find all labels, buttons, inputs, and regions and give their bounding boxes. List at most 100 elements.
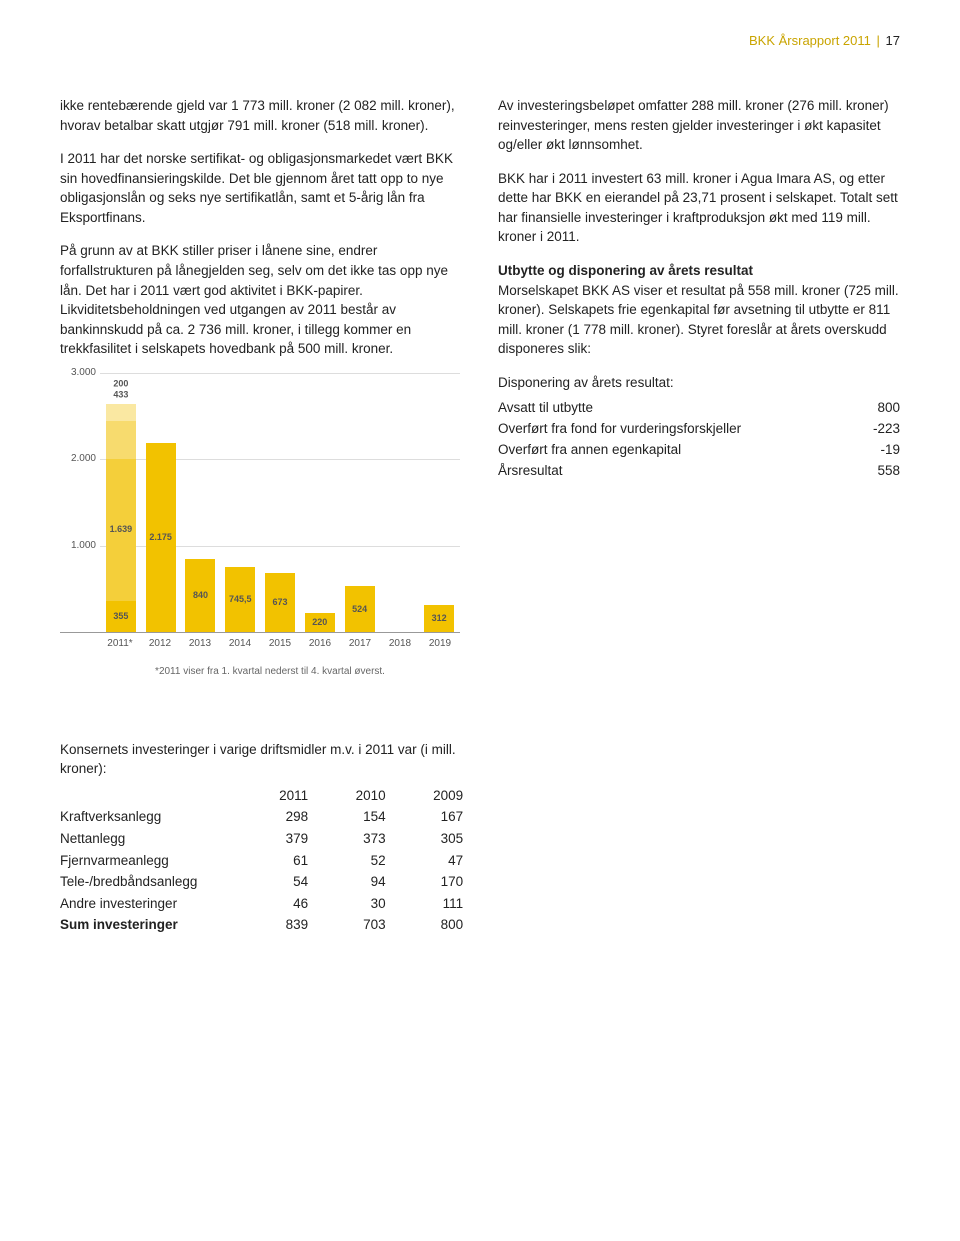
bar-column: 840	[182, 373, 220, 632]
inv-cell: 94	[308, 871, 386, 893]
inv-cell: Andre investeringer	[60, 893, 231, 915]
y-tick: 2.000	[71, 452, 96, 467]
inv-cell: Fjernvarmeanlegg	[60, 850, 231, 872]
chart-bars: 3551.639 200433 2.175 840 745,5 673 220 524 312	[100, 373, 460, 632]
inv-cell: 61	[231, 850, 309, 872]
disposition-row: Overført fra fond for vurderingsforskjel…	[498, 419, 900, 440]
x-label: 2018	[380, 637, 420, 652]
right-p1: Av investeringsbeløpet omfatter 288 mill…	[498, 96, 900, 155]
investments-table: 2011 2010 2009 Kraftverksanlegg298154167…	[60, 785, 463, 936]
bar-stack: 673	[265, 573, 295, 631]
disposition-row: Avsatt til utbytte800	[498, 398, 900, 419]
page-number: 17	[886, 33, 900, 48]
bar-segment: 355	[106, 601, 136, 632]
x-label: 2014	[220, 637, 260, 652]
inv-h3: 2009	[386, 785, 464, 807]
x-label: 2015	[260, 637, 300, 652]
left-p3: På grunn av at BKK stiller priser i låne…	[60, 241, 462, 358]
bar-top-label: 200433	[106, 379, 136, 401]
bar-column	[380, 373, 418, 632]
x-label: 2013	[180, 637, 220, 652]
x-label: 2012	[140, 637, 180, 652]
bar-segment	[106, 421, 136, 459]
inv-cell: 54	[231, 871, 309, 893]
disposition-table: Avsatt til utbytte800Overført fra fond f…	[498, 398, 900, 482]
inv-h0	[60, 785, 231, 807]
inv-cell: 46	[231, 893, 309, 915]
inv-cell: 800	[386, 914, 464, 936]
chart-plot-area: 3.0002.0001.000 3551.6392004332.17584074…	[60, 373, 460, 633]
bar-column: 312	[420, 373, 458, 632]
left-p2: I 2011 har det norske sertifikat- og obl…	[60, 149, 462, 227]
left-column: ikke rentebærende gjeld var 1 773 mill. …	[60, 96, 462, 680]
right-heading: Utbytte og disponering av årets resultat…	[498, 261, 900, 359]
bar-stack: 745,5	[225, 567, 255, 632]
bar-segment: 2.175	[146, 443, 176, 632]
inv-row: Tele-/bredbåndsanlegg5494170	[60, 871, 463, 893]
disp-label: Avsatt til utbytte	[498, 398, 593, 419]
disp-value: -19	[852, 440, 900, 461]
inv-row: Sum investeringer839703800	[60, 914, 463, 936]
inv-cell: 839	[231, 914, 309, 936]
disposition-title: Disponering av årets resultat:	[498, 373, 900, 393]
bar-column: 3551.639 200433	[102, 373, 140, 632]
inv-cell: 167	[386, 806, 464, 828]
inv-cell: 30	[308, 893, 386, 915]
inv-cell: Sum investeringer	[60, 914, 231, 936]
inv-cell: 52	[308, 850, 386, 872]
inv-row: Andre investeringer4630111	[60, 893, 463, 915]
inv-cell: 47	[386, 850, 464, 872]
inv-cell: 111	[386, 893, 464, 915]
disposition-block: Disponering av årets resultat: Avsatt ti…	[498, 373, 900, 482]
chart-x-labels: 2011*20122013201420152016201720182019	[100, 637, 460, 652]
inv-cell: Nettanlegg	[60, 828, 231, 850]
right-column: Av investeringsbeløpet omfatter 288 mill…	[498, 96, 900, 680]
inv-row: Kraftverksanlegg298154167	[60, 806, 463, 828]
bar-segment: 312	[424, 605, 454, 632]
bar-segment: 220	[305, 613, 335, 632]
inv-cell: 373	[308, 828, 386, 850]
inv-cell: 305	[386, 828, 464, 850]
right-p3: Morselskapet BKK AS viser et resultat på…	[498, 283, 899, 357]
investments-section: Konsernets investeringer i varige drifts…	[60, 740, 463, 936]
disp-value: -223	[852, 419, 900, 440]
bar-segment: 524	[345, 586, 375, 631]
bar-column: 673	[261, 373, 299, 632]
disp-label: Overført fra fond for vurderingsforskjel…	[498, 419, 741, 440]
investments-intro: Konsernets investeringer i varige drifts…	[60, 740, 463, 779]
right-p2: BKK har i 2011 investert 63 mill. kroner…	[498, 169, 900, 247]
y-tick: 1.000	[71, 539, 96, 554]
bar-column: 220	[301, 373, 339, 632]
right-heading-text: Utbytte og disponering av årets resultat	[498, 263, 753, 278]
bar-segment	[106, 404, 136, 421]
x-label: 2011*	[100, 637, 140, 652]
chart-footnote: *2011 viser fra 1. kvartal nederst til 4…	[80, 665, 460, 680]
bar-stack: 312	[424, 605, 454, 632]
bar-stack: 840	[185, 559, 215, 632]
bar-segment: 840	[185, 559, 215, 632]
chart-y-axis: 3.0002.0001.000	[60, 373, 100, 632]
x-label: 2019	[420, 637, 460, 652]
bar-stack: 524	[345, 586, 375, 631]
bar-stack: 220	[305, 613, 335, 632]
bar-stack: 2.175	[146, 443, 176, 632]
page-header: BKK Årsrapport 2011 | 17	[749, 32, 900, 51]
disposition-row: Årsresultat 558	[498, 461, 900, 482]
bar-segment: 745,5	[225, 567, 255, 632]
disposition-row: Overført fra annen egenkapital -19	[498, 440, 900, 461]
bar-column: 745,5	[221, 373, 259, 632]
left-p1: ikke rentebærende gjeld var 1 773 mill. …	[60, 96, 462, 135]
brand-text: BKK Årsrapport 2011	[749, 33, 871, 48]
bar-segment: 673	[265, 573, 295, 631]
bar-segment: 1.639	[106, 459, 136, 601]
inv-cell: 379	[231, 828, 309, 850]
inv-row: Nettanlegg379373305	[60, 828, 463, 850]
inv-cell: 170	[386, 871, 464, 893]
disp-label: Overført fra annen egenkapital	[498, 440, 681, 461]
x-label: 2017	[340, 637, 380, 652]
inv-h2: 2010	[308, 785, 386, 807]
inv-cell: 154	[308, 806, 386, 828]
inv-row: Fjernvarmeanlegg615247	[60, 850, 463, 872]
disp-value: 558	[852, 461, 900, 482]
disp-label: Årsresultat	[498, 461, 563, 482]
